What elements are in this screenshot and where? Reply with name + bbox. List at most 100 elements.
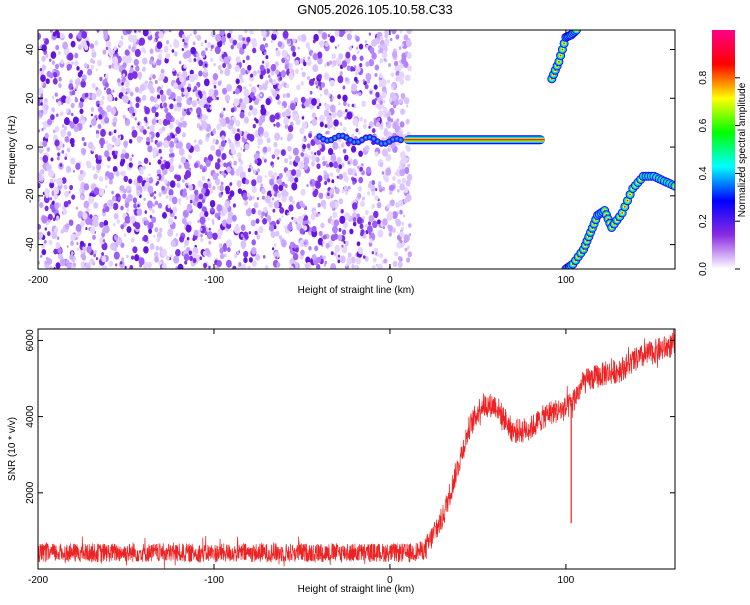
noise-blob xyxy=(316,263,321,269)
noise-blob xyxy=(239,47,245,55)
noise-blob xyxy=(384,30,391,36)
noise-blob xyxy=(303,156,310,165)
noise-blob xyxy=(403,234,410,243)
noise-blob xyxy=(184,161,190,170)
noise-blob xyxy=(189,255,194,262)
noise-blob xyxy=(387,110,392,117)
snr-x-tick-label: -100 xyxy=(204,575,224,586)
noise-blob xyxy=(312,53,319,61)
noise-blob xyxy=(125,55,132,64)
noise-blob xyxy=(89,58,94,64)
noise-blob xyxy=(188,57,192,63)
noise-blob xyxy=(80,220,85,227)
noise-blob xyxy=(212,221,215,225)
noise-blob xyxy=(74,52,79,59)
noise-blob xyxy=(154,227,159,233)
noise-blob xyxy=(261,156,265,161)
noise-blob xyxy=(169,44,172,48)
noise-blob xyxy=(323,170,328,176)
noise-blob xyxy=(344,30,348,33)
noise-blob xyxy=(205,159,211,167)
noise-blob xyxy=(39,148,43,154)
noise-blob xyxy=(399,183,405,191)
noise-blob xyxy=(200,42,204,47)
noise-blob xyxy=(94,114,98,119)
noise-blob xyxy=(50,114,55,121)
noise-blob xyxy=(274,61,279,67)
noise-blob xyxy=(342,94,348,102)
noise-blob xyxy=(149,214,153,219)
noise-blob xyxy=(157,202,163,209)
noise-blob xyxy=(106,143,113,151)
noise-blob xyxy=(223,107,226,111)
noise-blob xyxy=(252,123,256,129)
noise-blob xyxy=(283,117,290,125)
noise-blob xyxy=(121,75,124,79)
noise-blob xyxy=(80,194,84,200)
noise-blob xyxy=(246,55,250,61)
noise-blob xyxy=(40,93,44,97)
trace-lead-in xyxy=(333,136,337,139)
noise-blob xyxy=(266,111,270,116)
noise-blob xyxy=(159,227,163,233)
noise-blob xyxy=(339,255,346,264)
noise-blob xyxy=(243,250,249,258)
noise-blob xyxy=(84,92,89,98)
noise-blob xyxy=(197,201,203,209)
noise-blob xyxy=(375,91,380,98)
noise-blob xyxy=(87,141,94,149)
noise-blob xyxy=(120,153,125,160)
trace-lead-in xyxy=(392,138,395,141)
noise-blob xyxy=(176,101,182,109)
noise-blob xyxy=(378,110,384,118)
noise-blob xyxy=(286,56,290,60)
noise-blob xyxy=(269,78,273,83)
noise-blob xyxy=(113,129,117,134)
noise-blob xyxy=(64,223,70,230)
noise-blob xyxy=(113,63,119,71)
noise-blob xyxy=(158,128,163,135)
noise-blob xyxy=(122,62,127,69)
noise-blob xyxy=(286,84,290,89)
noise-blob xyxy=(128,178,133,184)
noise-blob xyxy=(261,82,268,91)
noise-blob xyxy=(294,177,299,183)
noise-blob xyxy=(218,65,222,71)
noise-blob xyxy=(124,79,130,88)
noise-blob xyxy=(379,58,384,64)
noise-blob xyxy=(275,31,279,36)
noise-blob xyxy=(227,63,232,70)
noise-blob xyxy=(180,156,186,164)
noise-blob xyxy=(104,150,110,158)
noise-blob xyxy=(373,84,378,90)
noise-blob xyxy=(137,122,140,126)
noise-blob xyxy=(93,187,100,196)
chart-title: GN05.2026.105.10.58.C33 xyxy=(297,2,452,17)
noise-blob xyxy=(158,148,162,154)
noise-blob xyxy=(247,265,251,269)
noise-blob xyxy=(128,189,131,194)
noise-blob xyxy=(160,85,164,89)
noise-blob xyxy=(281,215,284,219)
noise-blob xyxy=(188,220,192,226)
noise-blob xyxy=(391,30,397,35)
noise-blob xyxy=(38,195,41,203)
noise-blob xyxy=(343,154,349,162)
noise-blob xyxy=(334,187,340,195)
noise-blob xyxy=(124,202,130,209)
noise-blob xyxy=(251,186,257,194)
noise-blob xyxy=(405,118,410,125)
noise-blob xyxy=(154,256,159,263)
noise-blob xyxy=(385,153,392,162)
noise-blob xyxy=(62,41,68,50)
noise-blob xyxy=(52,134,58,142)
noise-blob xyxy=(128,46,131,50)
noise-blob xyxy=(44,260,48,265)
noise-blob xyxy=(406,257,411,263)
noise-blob xyxy=(58,253,64,261)
noise-blob xyxy=(41,127,44,132)
noise-blob xyxy=(320,93,323,97)
noise-blob xyxy=(311,225,317,233)
noise-blob xyxy=(332,211,338,219)
noise-blob xyxy=(74,78,81,86)
